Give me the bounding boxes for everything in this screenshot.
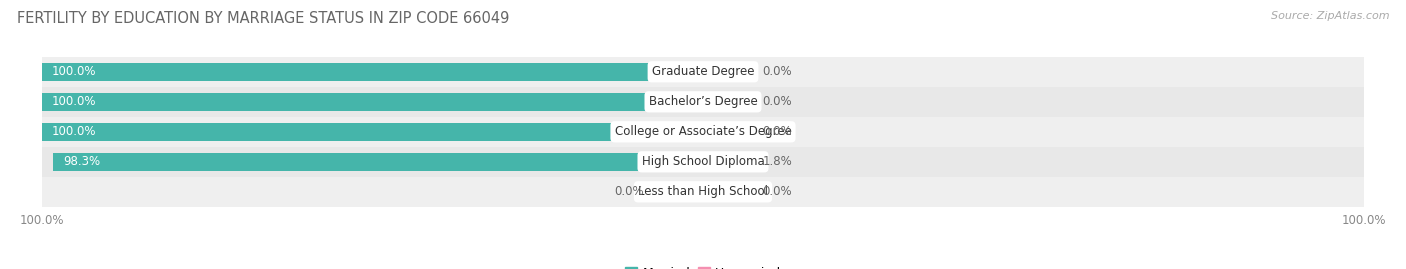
Bar (42, 87, 1364, 117)
Text: Bachelor’s Degree: Bachelor’s Degree (648, 95, 758, 108)
Text: 100.0%: 100.0% (52, 95, 97, 108)
Text: 100.0%: 100.0% (52, 125, 97, 138)
Text: 98.3%: 98.3% (63, 155, 100, 168)
Bar (42, 122, 703, 141)
Bar (53, 153, 703, 171)
Bar (703, 122, 756, 141)
Legend: Married, Unmarried: Married, Unmarried (620, 262, 786, 269)
Bar (42, 147, 1364, 177)
Text: FERTILITY BY EDUCATION BY MARRIAGE STATUS IN ZIP CODE 66049: FERTILITY BY EDUCATION BY MARRIAGE STATU… (17, 11, 509, 26)
Text: 0.0%: 0.0% (762, 185, 792, 198)
Text: Graduate Degree: Graduate Degree (652, 65, 754, 78)
Text: High School Diploma: High School Diploma (641, 155, 765, 168)
Text: College or Associate’s Degree: College or Associate’s Degree (614, 125, 792, 138)
Text: Less than High School: Less than High School (638, 185, 768, 198)
Bar (42, 177, 1364, 207)
Bar (650, 183, 703, 201)
Bar (42, 93, 703, 111)
Text: 0.0%: 0.0% (762, 95, 792, 108)
Bar (42, 57, 1364, 87)
Text: 100.0%: 100.0% (52, 65, 97, 78)
Bar (703, 153, 756, 171)
Bar (42, 117, 1364, 147)
Bar (703, 93, 756, 111)
Bar (703, 62, 756, 81)
Bar (703, 183, 756, 201)
Text: Source: ZipAtlas.com: Source: ZipAtlas.com (1271, 11, 1389, 21)
Bar (42, 62, 703, 81)
Text: 0.0%: 0.0% (614, 185, 644, 198)
Text: 0.0%: 0.0% (762, 65, 792, 78)
Text: 0.0%: 0.0% (762, 125, 792, 138)
Text: 1.8%: 1.8% (762, 155, 792, 168)
